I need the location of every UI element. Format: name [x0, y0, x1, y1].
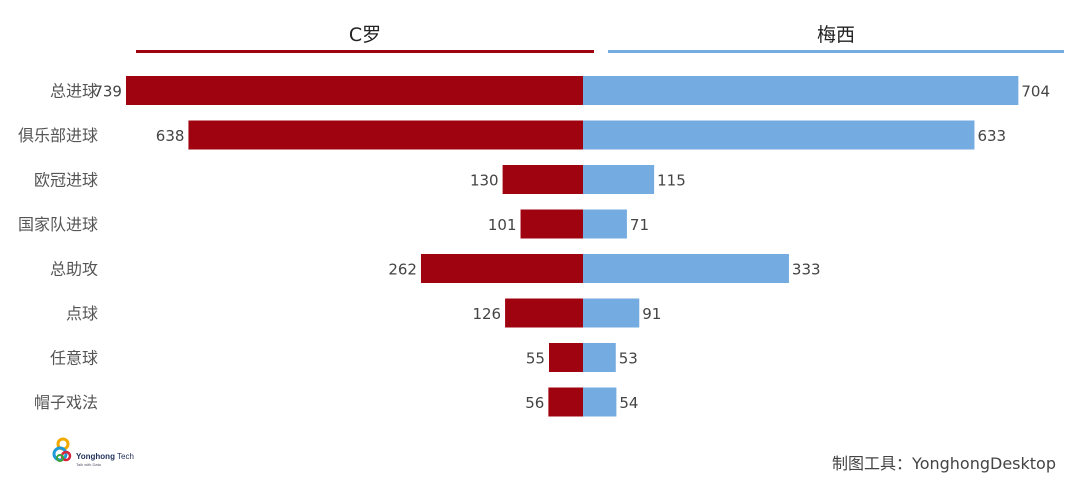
series-header-right: 梅西: [817, 24, 855, 46]
data-label-right: 633: [977, 127, 1006, 145]
data-label-left: 101: [488, 216, 517, 234]
bar-right: [583, 165, 655, 194]
bar-right: [583, 387, 617, 417]
bar-right: [583, 254, 789, 283]
category-label: 欧冠进球: [34, 171, 98, 190]
data-label-right: 704: [1021, 83, 1050, 101]
bar-right: [583, 76, 1019, 105]
bar-left: [420, 254, 583, 283]
logo-tagline: Talk with Data: [76, 462, 101, 467]
series-header-left-underline: [136, 50, 594, 53]
bar-right: [583, 120, 975, 150]
category-label: 点球: [66, 304, 98, 323]
bar-left: [502, 165, 583, 194]
bar-left: [125, 76, 583, 105]
category-label: 帽子戏法: [34, 393, 98, 412]
data-label-right: 54: [619, 394, 638, 412]
bar-left: [548, 343, 583, 372]
logo: Yonghong Tech Talk with Data: [52, 436, 142, 470]
data-label-right: 91: [642, 305, 661, 323]
category-label: 任意球: [50, 349, 98, 368]
category-label: 总进球: [50, 82, 98, 101]
series-header-right-underline: [608, 50, 1064, 53]
footer-credit: 制图工具：YonghongDesktop: [832, 454, 1056, 473]
bar-left: [520, 209, 583, 239]
data-label-left: 638: [156, 127, 185, 145]
yonghong-logo-icon: [52, 437, 72, 462]
logo-wordmark: Yonghong Tech: [76, 452, 134, 461]
category-label: 总助攻: [50, 260, 98, 279]
data-label-left: 262: [388, 261, 417, 279]
bar-right: [583, 209, 627, 239]
series-header-left: C罗: [349, 24, 381, 46]
data-label-left: 739: [93, 83, 122, 101]
series-headers: C罗 梅西: [136, 24, 1064, 53]
bar-left: [505, 298, 583, 328]
bar-right: [583, 298, 640, 328]
data-label-left: 55: [526, 350, 545, 368]
data-label-left: 126: [472, 305, 501, 323]
data-label-right: 71: [630, 216, 649, 234]
bar-left: [548, 387, 583, 417]
data-label-left: 56: [525, 394, 544, 412]
data-label-right: 333: [792, 261, 821, 279]
category-label: 俱乐部进球: [18, 126, 98, 145]
category-label: 国家队进球: [18, 215, 98, 234]
bar-right: [583, 343, 616, 372]
data-label-right: 115: [657, 172, 686, 190]
data-label-left: 130: [470, 172, 499, 190]
data-label-right: 53: [619, 350, 638, 368]
bar-left: [188, 120, 583, 150]
